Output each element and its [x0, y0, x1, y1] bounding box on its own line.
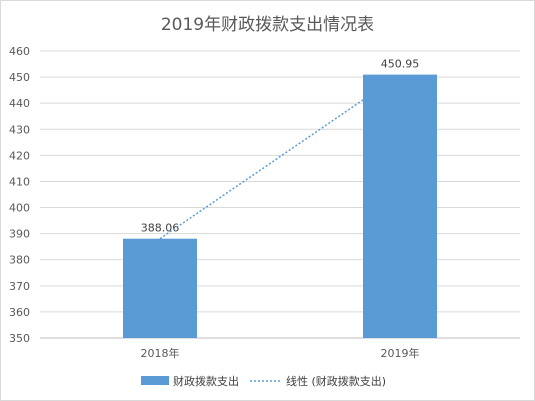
legend-label-trendline: 线性 (财政拨款支出) — [286, 374, 386, 388]
x-tick-label-2018年: 2018年 — [141, 346, 180, 360]
y-tick-label-380: 380 — [9, 254, 30, 267]
y-tick-label-390: 390 — [9, 228, 30, 241]
y-tick-label-450: 450 — [9, 71, 30, 84]
y-tick-label-360: 360 — [9, 306, 30, 319]
y-tick-label-400: 400 — [9, 202, 30, 215]
y-tick-label-460: 460 — [9, 45, 30, 58]
y-tick-label-430: 430 — [9, 123, 30, 136]
bar-2018年 — [123, 238, 197, 338]
legend-label-bar: 财政拨款支出 — [173, 374, 239, 388]
y-tick-label-420: 420 — [9, 149, 30, 162]
trendline — [159, 73, 401, 240]
chart-title: 2019年财政拨款支出情况表 — [160, 15, 375, 35]
data-label-2018年: 388.06 — [141, 222, 180, 235]
legend-swatch-bar — [141, 376, 169, 385]
data-label-2019年: 450.95 — [381, 58, 420, 71]
y-tick-label-370: 370 — [9, 280, 30, 293]
y-tick-label-440: 440 — [9, 97, 30, 110]
x-tick-label-2019年: 2019年 — [381, 346, 420, 360]
y-tick-label-350: 350 — [9, 332, 30, 345]
bar-2019年 — [363, 74, 437, 338]
y-tick-label-410: 410 — [9, 175, 30, 188]
